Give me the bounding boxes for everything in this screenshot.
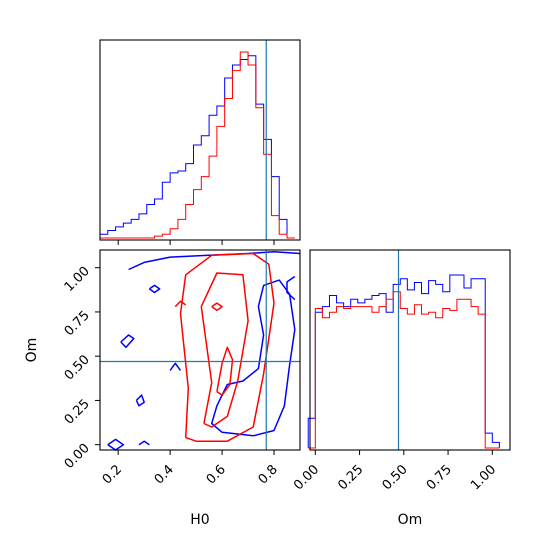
contour-line-0-1 bbox=[107, 438, 125, 451]
contour-line-0-2 bbox=[138, 440, 150, 446]
h0-tick-label: 0.2 bbox=[100, 462, 125, 487]
h0-marginal-ticks bbox=[117, 240, 275, 245]
contour-line-0-4 bbox=[120, 334, 135, 349]
h0-om-contour-panel: 0.2 0.4 0.6 0.8 0.00 0.25 0.50 0.75 1.00 H0 Om bbox=[24, 249, 301, 528]
contour-line-0-7 bbox=[169, 362, 182, 371]
contour-line-0-5 bbox=[135, 394, 145, 407]
om-marginal-frame bbox=[309, 249, 511, 451]
om-tick-label: 0.00 bbox=[62, 441, 93, 472]
contour-line-1-2 bbox=[216, 346, 234, 396]
contour-line-1-4 bbox=[174, 300, 187, 308]
h0-tick-label: 0.4 bbox=[152, 462, 177, 487]
om-marginal-tick-label: 0.50 bbox=[380, 462, 411, 493]
om-marginal-tick-label: 0.25 bbox=[335, 462, 366, 493]
om-axis-ticks: 0.00 0.25 0.50 0.75 1.00 bbox=[62, 264, 100, 472]
contour-frame bbox=[99, 249, 301, 451]
om-tick-label: 0.25 bbox=[62, 397, 93, 428]
h0-axis-ticks: 0.2 0.4 0.6 0.8 bbox=[100, 450, 281, 487]
contour-line-0-6 bbox=[210, 279, 296, 437]
om-marginal-tick-label: 0.75 bbox=[424, 462, 455, 493]
h0-tick-label: 0.8 bbox=[256, 462, 281, 487]
om-hist-series-0 bbox=[307, 274, 500, 448]
h0-histogram-series bbox=[99, 51, 295, 239]
om-marginal-axis-label: Om bbox=[398, 512, 423, 528]
h0-marginal-panel bbox=[99, 39, 301, 245]
h0-axis-label: H0 bbox=[190, 512, 209, 528]
om-marginal-panel: 0.00 0.25 0.50 0.75 1.00 Om bbox=[291, 249, 511, 528]
om-tick-label: 1.00 bbox=[62, 264, 93, 295]
om-hist-series-1 bbox=[308, 291, 500, 449]
contour-line-0-0 bbox=[128, 251, 301, 271]
contour-line-1-0 bbox=[179, 252, 275, 442]
h0-tick-label: 0.6 bbox=[204, 462, 229, 487]
contour-line-0-3 bbox=[148, 284, 161, 294]
h0-hist-series-0 bbox=[99, 55, 295, 239]
contour-line-1-3 bbox=[211, 302, 223, 311]
om-marginal-tick-label: 0.00 bbox=[291, 462, 322, 493]
om-axis-label: Om bbox=[24, 338, 40, 363]
om-marginal-tick-label: 1.00 bbox=[468, 462, 499, 493]
om-tick-label: 0.50 bbox=[62, 352, 93, 383]
h0-marginal-frame bbox=[99, 39, 301, 241]
contour-line-1-1 bbox=[200, 272, 249, 428]
om-marginal-ticks: 0.00 0.25 0.50 0.75 1.00 bbox=[291, 450, 499, 493]
h0-hist-series-1 bbox=[100, 51, 295, 239]
contour-line-0-8 bbox=[286, 275, 296, 301]
contour-series bbox=[107, 251, 301, 451]
om-histogram-series bbox=[307, 274, 500, 449]
om-tick-label: 0.75 bbox=[62, 308, 93, 339]
